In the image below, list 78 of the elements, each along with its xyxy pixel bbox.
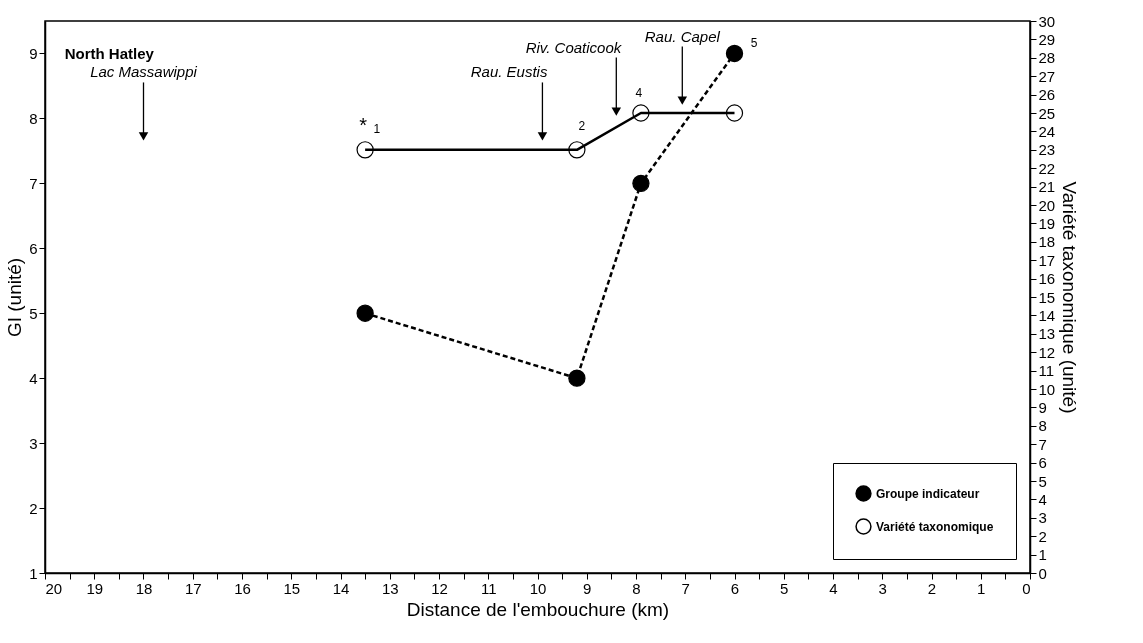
x-tick-label: 8 [632, 579, 641, 597]
annotation: Lac Massawippi [90, 63, 198, 81]
x-tick-label: 10 [529, 579, 547, 597]
y2-tick-label: 8 [1038, 417, 1047, 435]
x-tick-label: 13 [381, 579, 399, 597]
y2-tick-label: 10 [1038, 380, 1056, 398]
y2-tick-label: 18 [1038, 233, 1056, 251]
y2-tick-label: 17 [1038, 251, 1056, 269]
x-tick-label: 6 [730, 579, 740, 597]
y-tick-label: 8 [29, 109, 38, 127]
y2-tick-label: 11 [1038, 362, 1055, 380]
x-tick-label: 0 [1022, 579, 1031, 597]
y2-tick-label: 12 [1038, 343, 1056, 361]
y2-tick-label: 6 [1038, 454, 1047, 472]
y2-tick-label: 0 [1038, 564, 1047, 582]
annotation: 1 [373, 121, 381, 136]
y-tick-label: 7 [29, 174, 38, 192]
y-tick-label: 2 [29, 499, 38, 517]
y2-tick-label: 26 [1038, 86, 1056, 104]
x-tick-label: 12 [431, 579, 448, 597]
y2-tick-label: 7 [1038, 435, 1047, 453]
y2-tick-label: 15 [1038, 288, 1056, 306]
annotation: Riv. Coaticook [525, 38, 623, 56]
y-tick-label: 9 [29, 44, 38, 62]
y2-tick-label: 23 [1038, 141, 1056, 159]
x-tick-label: 16 [234, 579, 251, 597]
point [356, 304, 374, 322]
x-tick-label: 7 [681, 579, 690, 597]
annotation: Rau. Eustis [470, 63, 548, 81]
y2-tick-label: 16 [1038, 270, 1056, 288]
y2-tick-label: 4 [1038, 490, 1047, 508]
y2-tick-label: 13 [1038, 325, 1056, 343]
y2-axis-title: Variété taxonomique (unité) [1059, 181, 1081, 414]
y2-tick-label: 14 [1038, 306, 1056, 324]
y2-tick-label: 1 [1038, 546, 1047, 564]
y-tick-label: 4 [29, 369, 38, 387]
x-tick-label: 4 [829, 579, 838, 597]
y2-tick-label: 25 [1038, 104, 1056, 122]
annotation: 2 [578, 118, 586, 133]
annotation: 4 [635, 85, 643, 100]
x-tick-label: 20 [45, 579, 63, 597]
legend-label: Groupe indicateur [876, 486, 980, 501]
y2-tick-label: 22 [1038, 159, 1056, 177]
y2-tick-label: 20 [1038, 196, 1056, 214]
y2-tick-label: 29 [1038, 30, 1056, 48]
y2-tick-label: 5 [1038, 472, 1047, 490]
y2-tick-label: 21 [1038, 178, 1056, 196]
y2-tick-label: 19 [1038, 214, 1056, 232]
y2-tick-label: 28 [1038, 49, 1056, 67]
y-tick-label: 5 [29, 304, 38, 322]
x-tick-label: 18 [135, 579, 153, 597]
annotation: 5 [750, 36, 758, 51]
y-tick-label: 6 [29, 239, 38, 257]
y-tick-label: 3 [29, 434, 38, 452]
x-axis-title: Distance de l'embouchure (km) [406, 598, 670, 620]
y2-tick-label: 27 [1038, 67, 1056, 85]
x-tick-label: 17 [184, 579, 202, 597]
x-tick-label: 19 [86, 579, 104, 597]
y2-tick-label: 2 [1038, 527, 1047, 545]
annotation: Rau. Capel [644, 27, 721, 45]
x-tick-label: 11 [480, 579, 497, 597]
annotation: * [359, 113, 368, 136]
x-tick-label: 1 [977, 579, 986, 597]
y2-tick-label: 3 [1038, 509, 1047, 527]
point [725, 44, 744, 63]
y2-tick-label: 9 [1038, 398, 1047, 416]
y2-tick-label: 24 [1038, 122, 1056, 140]
x-tick-label: 5 [780, 579, 789, 597]
annotation: North Hatley [64, 45, 155, 63]
x-tick-label: 2 [927, 579, 937, 597]
legend-label: Variété taxonomique [876, 519, 994, 534]
x-tick-label: 3 [878, 579, 887, 597]
y2-tick-label: 30 [1038, 12, 1056, 30]
y-axis-title: GI (unité) [4, 257, 26, 338]
x-tick-label: 14 [332, 579, 350, 597]
x-tick-label: 9 [583, 579, 592, 597]
y-tick-label: 1 [29, 564, 38, 582]
x-tick-label: 15 [283, 579, 301, 597]
